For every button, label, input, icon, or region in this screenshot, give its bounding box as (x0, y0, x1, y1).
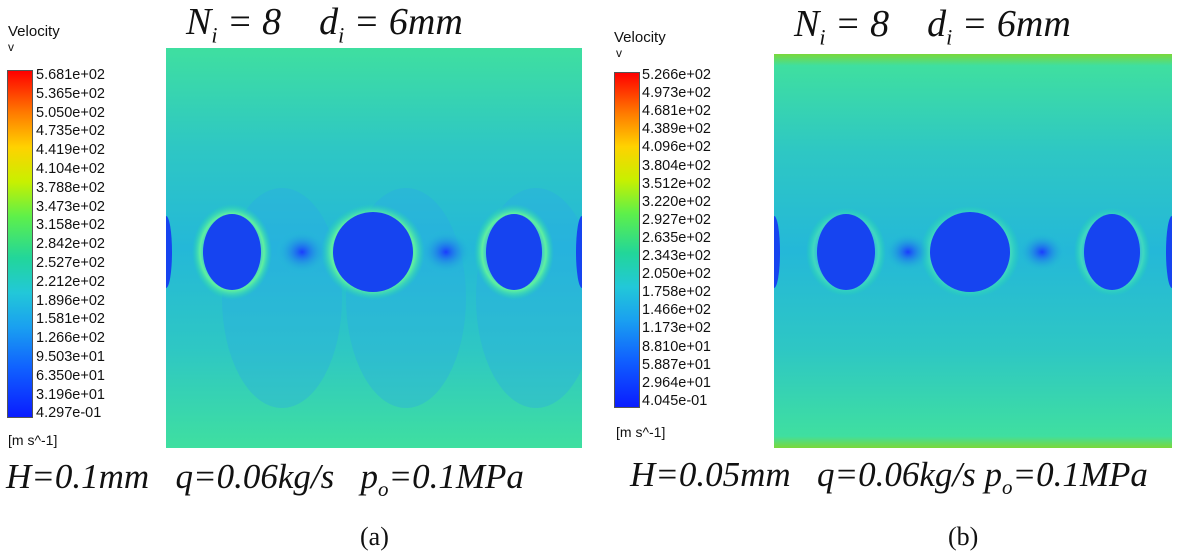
legend-tick-label: 4.419e+02 (36, 142, 105, 159)
n-subscript: i (819, 24, 826, 50)
pressure-value: =0.1MPa (1012, 455, 1148, 494)
heading-parameters: Ni = 8 di = 6mm (794, 4, 1071, 58)
p-subscript: o (377, 477, 389, 501)
legend-tick-label: 3.473e+02 (36, 198, 105, 215)
panel-caption: (a) (360, 522, 389, 551)
orifice (203, 214, 261, 290)
n-value: = 8 (217, 1, 282, 43)
velocity-contour-plot (166, 48, 582, 448)
clearance-value: H=0.1mm (6, 457, 150, 496)
legend-tick-label: 1.173e+02 (642, 320, 711, 337)
legend-variable: v (8, 40, 14, 54)
legend-tick-label: 2.343e+02 (642, 248, 711, 264)
legend-tick-label: 8.810e+01 (642, 338, 711, 355)
p-symbol: p (984, 455, 1002, 494)
legend-tick-label: 5.887e+01 (642, 356, 711, 373)
legend-tick-label: 1.466e+02 (642, 302, 711, 319)
legend-tick-label: 5.050e+02 (36, 104, 105, 121)
legend-tick-label: 3.196e+01 (36, 386, 105, 403)
orifice (817, 214, 875, 290)
legend-tick-label: 2.527e+02 (36, 255, 105, 271)
legend-tick-label: 5.266e+02 (642, 67, 711, 83)
low-velocity-spot (420, 230, 472, 274)
color-scale-bar (7, 70, 33, 418)
orifice-edge (1166, 216, 1172, 288)
legend-tick-label: 4.973e+02 (642, 85, 711, 102)
legend-variable: v (616, 46, 622, 60)
legend-tick-label: 3.788e+02 (36, 179, 105, 196)
orifice (333, 212, 413, 292)
legend-tick-label: 5.681e+02 (36, 67, 105, 83)
legend-tick-label: 2.927e+02 (642, 211, 711, 228)
n-value: = 8 (825, 3, 890, 45)
legend-tick-label: 3.158e+02 (36, 217, 105, 234)
legend-tick-label: 2.635e+02 (642, 229, 711, 246)
d-value: = 6mm (344, 1, 463, 43)
legend-tick-label: 4.681e+02 (642, 103, 711, 120)
d-symbol: d (319, 1, 339, 43)
orifice (486, 214, 542, 290)
legend-tick-label: 1.896e+02 (36, 292, 105, 309)
orifice-edge (774, 216, 780, 288)
legend-tick-label: 1.758e+02 (642, 284, 711, 301)
clearance-value: H=0.05mm (630, 455, 791, 494)
orifice-edge (576, 216, 582, 288)
footer-parameters: H=0.1mm q=0.06kg/s po=0.1MPa (6, 458, 524, 508)
legend-tick-label: 4.735e+02 (36, 123, 105, 140)
legend-tick-label: 3.220e+02 (642, 193, 711, 210)
low-velocity-spot (884, 232, 932, 272)
footer-parameters: H=0.05mm q=0.06kg/s po=0.1MPa (630, 456, 1148, 506)
legend-tick-label: 1.266e+02 (36, 330, 105, 347)
legend-tick-label: 2.050e+02 (642, 266, 711, 283)
legend-tick-label: 6.350e+01 (36, 367, 105, 384)
d-subscript: i (338, 22, 345, 48)
panel-a: Velocity v 5.681e+02 5.365e+02 5.050e+02 4.… (6, 2, 582, 551)
legend-tick-label: 3.804e+02 (642, 157, 711, 174)
pressure-value: =0.1MPa (388, 457, 524, 496)
orifice (930, 212, 1010, 292)
d-symbol: d (927, 3, 947, 45)
legend-tick-label: 5.365e+02 (36, 85, 105, 102)
legend-title: Velocity (614, 29, 666, 46)
velocity-contour-plot (774, 54, 1172, 448)
low-velocity-spot (1018, 232, 1066, 272)
legend-unit: [m s^-1] (8, 432, 58, 448)
legend-tick-label: 2.212e+02 (36, 273, 105, 290)
low-velocity-spot (276, 230, 328, 274)
legend-tick-label: 4.096e+02 (642, 139, 711, 156)
color-scale-bar (614, 72, 640, 408)
heading-parameters: Ni = 8 di = 6mm (186, 2, 463, 56)
n-symbol: N (186, 1, 212, 43)
p-symbol: p (360, 457, 378, 496)
mass-flow-value: q=0.06kg/s (816, 455, 976, 494)
legend-title: Velocity (8, 23, 60, 40)
legend-tick-label: 9.503e+01 (36, 349, 105, 365)
d-subscript: i (946, 24, 953, 50)
d-value: = 6mm (952, 3, 1071, 45)
legend-tick-label: 4.104e+02 (36, 161, 105, 177)
n-subscript: i (211, 22, 218, 48)
orifice (1084, 214, 1140, 290)
legend-tick-label: 2.964e+01 (642, 374, 711, 391)
mass-flow-value: q=0.06kg/s (175, 457, 335, 496)
legend-tick-label: 2.842e+02 (36, 236, 105, 253)
legend-tick-label: 1.581e+02 (36, 311, 105, 328)
orifice-edge (166, 216, 172, 288)
legend-tick-label: 4.389e+02 (642, 121, 711, 138)
legend-unit: [m s^-1] (616, 424, 666, 440)
legend-tick-label: 4.297e-01 (36, 405, 102, 422)
legend-tick-label: 4.045e-01 (642, 392, 708, 409)
n-symbol: N (794, 3, 820, 45)
panel-caption: (b) (948, 522, 979, 551)
legend-tick-label: 3.512e+02 (642, 175, 711, 192)
p-subscript: o (1001, 475, 1013, 499)
panel-b: Velocity v 5.266e+02 4.973e+02 4.681e+02 4.… (600, 0, 1200, 556)
